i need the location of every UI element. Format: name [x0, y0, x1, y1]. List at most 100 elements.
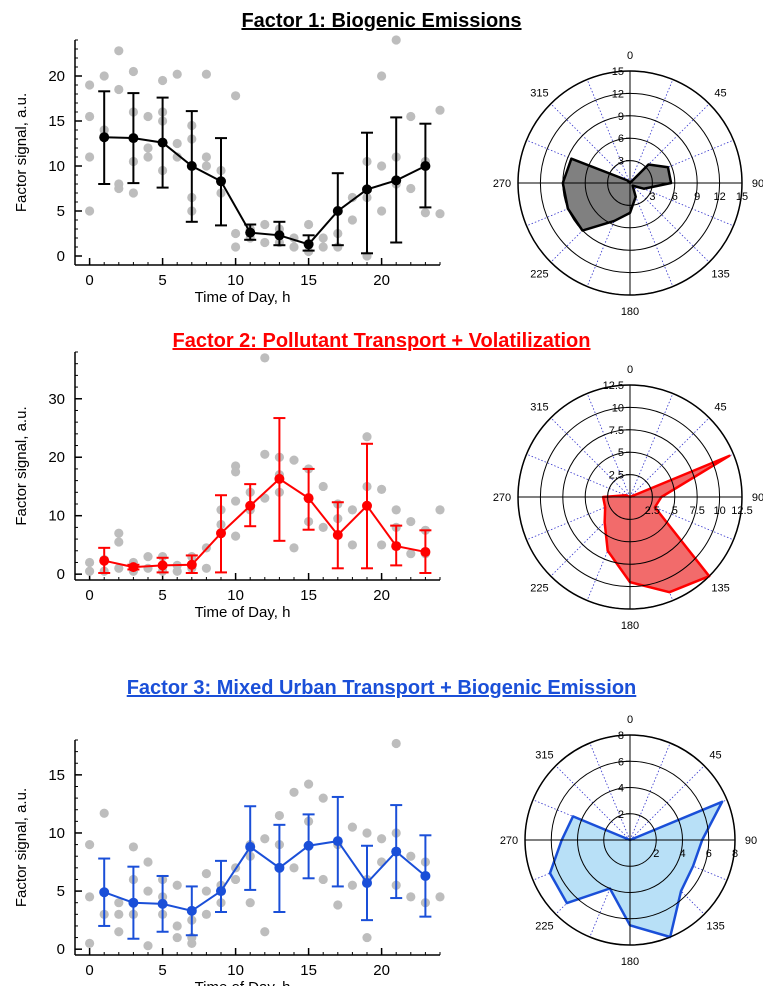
y-tick-label: 5 — [57, 203, 65, 220]
scatter-point — [289, 543, 299, 553]
x-tick-label: 5 — [158, 272, 166, 289]
polar-r-label-vertical: 15 — [612, 66, 624, 78]
y-tick-label: 20 — [48, 68, 65, 85]
polar-r-label-vertical: 12 — [612, 88, 624, 100]
scatter-point — [231, 531, 241, 541]
polar-angle-label: 90 — [745, 835, 757, 847]
scatter-point — [391, 738, 401, 749]
polar-r-label-vertical: 2 — [618, 809, 624, 821]
x-tick-label: 10 — [227, 587, 244, 604]
scatter-point — [318, 522, 328, 532]
scatter-point — [172, 69, 182, 79]
scatter-point — [172, 152, 182, 162]
polar-r-label-vertical: 8 — [618, 730, 624, 742]
polar-r-label-vertical: 7.5 — [609, 425, 624, 437]
scatter-point — [377, 71, 387, 81]
mean-series-point — [99, 132, 110, 143]
polar-spoke — [550, 103, 631, 184]
polar-angle-label: 0 — [627, 50, 633, 62]
factor-2-title: Factor 2: Pollutant Transport + Volatili… — [172, 330, 591, 352]
polar-angle-label: 315 — [530, 87, 548, 99]
polar-angle-label: 225 — [530, 583, 548, 595]
scatter-point — [187, 938, 197, 948]
polar-r-label-vertical: 6 — [618, 133, 624, 145]
y-tick-label: 5 — [57, 883, 65, 900]
polar-angle-label: 135 — [711, 269, 729, 281]
scatter-point — [406, 892, 416, 902]
scatter-point — [231, 242, 241, 252]
x-tick-label: 20 — [373, 962, 390, 979]
polar-angle-label: 0 — [627, 364, 633, 376]
mean-series-point — [186, 905, 197, 916]
mean-series-point — [157, 560, 168, 571]
scatter-point — [172, 566, 182, 576]
mean-series-point — [186, 161, 197, 171]
polar-r-label-horizontal: 2 — [653, 848, 659, 860]
mean-series-point — [303, 493, 314, 504]
scatter-point — [362, 828, 372, 838]
polar-r-label-vertical: 6 — [618, 756, 624, 768]
polar-r-label-vertical: 10 — [612, 402, 624, 414]
polar-r-label-horizontal: 12.5 — [731, 505, 752, 517]
mean-series-point — [128, 897, 139, 908]
mean-series-point — [128, 133, 139, 144]
x-tick-label: 0 — [85, 587, 93, 604]
scatter-point — [318, 481, 328, 492]
scatter-point — [85, 80, 95, 90]
scatter-point — [333, 900, 343, 910]
y-tick-label: 10 — [48, 508, 65, 525]
x-tick-label: 20 — [373, 587, 390, 604]
scatter-point — [304, 779, 314, 789]
mean-series-point — [245, 227, 256, 238]
polar-spoke — [629, 393, 674, 498]
scatter-point — [201, 161, 211, 171]
polar-angle-label: 180 — [621, 306, 639, 318]
polar-angle-label: 315 — [535, 749, 553, 761]
scatter-point — [85, 111, 95, 122]
scatter-point — [231, 874, 241, 885]
scatter-point — [172, 932, 182, 943]
scatter-point — [391, 505, 401, 515]
polar-angle-label: 90 — [752, 178, 763, 190]
polar-r-label-vertical: 4 — [618, 783, 624, 795]
y-tick-label: 20 — [48, 449, 65, 466]
mean-series-point — [157, 898, 168, 909]
scatter-point — [318, 793, 328, 803]
scatter-point — [435, 209, 445, 219]
scatter-point — [406, 516, 416, 527]
scatter-point — [406, 111, 416, 122]
mean-series-point — [274, 862, 285, 873]
scatter-point — [289, 455, 299, 465]
y-axis-label: Factor signal, a.u. — [13, 406, 30, 525]
scatter-point — [114, 537, 124, 547]
scatter-point — [260, 927, 270, 937]
x-tick-label: 20 — [373, 272, 390, 289]
polar-r-label-vertical: 2.5 — [609, 470, 624, 482]
scatter-point — [260, 353, 270, 363]
polar-r-label-vertical: 12.5 — [603, 380, 624, 392]
scatter-point — [201, 563, 211, 573]
factor-3-title: Factor 3: Mixed Urban Transport + Biogen… — [126, 677, 637, 699]
scatter-point — [114, 84, 124, 95]
polar-angle-label: 90 — [752, 492, 763, 504]
scatter-point — [231, 228, 241, 239]
mean-series-point — [303, 840, 314, 851]
scatter-point — [85, 839, 95, 850]
scatter-point — [143, 143, 153, 153]
factor-1-title: Factor 1: Biogenic Emissions — [241, 10, 522, 32]
scatter-point — [260, 493, 270, 503]
scatter-point — [377, 161, 387, 171]
scatter-point — [435, 892, 445, 902]
polar-spoke — [550, 417, 631, 498]
mean-series-point — [216, 886, 226, 897]
mean-series-point — [274, 473, 285, 484]
polar-angle-label: 135 — [706, 921, 724, 933]
scatter-point — [172, 921, 182, 931]
scatter-point — [85, 152, 95, 162]
polar-spoke — [526, 453, 631, 498]
scatter-point — [114, 183, 124, 194]
polar-spoke — [629, 417, 710, 498]
scatter-point — [114, 898, 124, 908]
mean-series-point — [128, 562, 139, 573]
